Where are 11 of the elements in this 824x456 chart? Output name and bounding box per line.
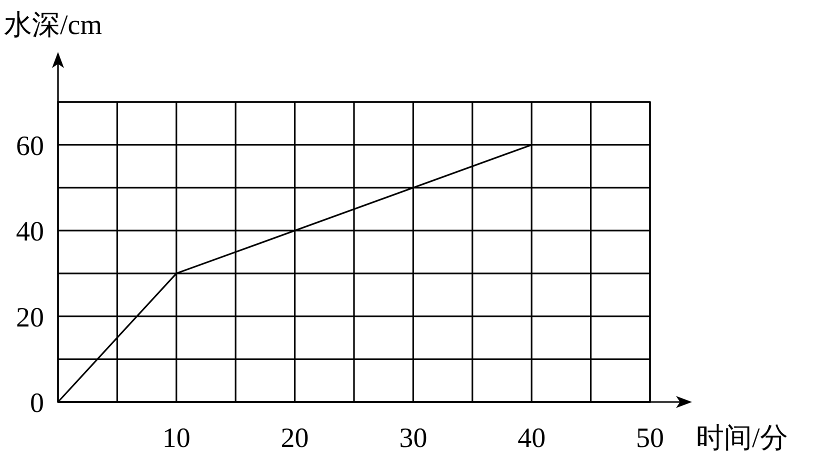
x-tick-label: 30 (399, 423, 428, 454)
y-axis-title: 水深/cm (4, 10, 102, 41)
x-tick-label: 10 (162, 423, 190, 454)
x-tick-label: 40 (518, 423, 546, 454)
y-tick-label: 0 (30, 388, 44, 419)
x-tick-label: 20 (280, 423, 309, 454)
y-tick-label: 20 (16, 302, 44, 334)
y-tick-label: 60 (16, 130, 44, 162)
x-axis-title: 时间/分 (696, 423, 788, 454)
x-tick-label: 50 (636, 423, 664, 454)
y-tick-label: 40 (16, 216, 44, 248)
